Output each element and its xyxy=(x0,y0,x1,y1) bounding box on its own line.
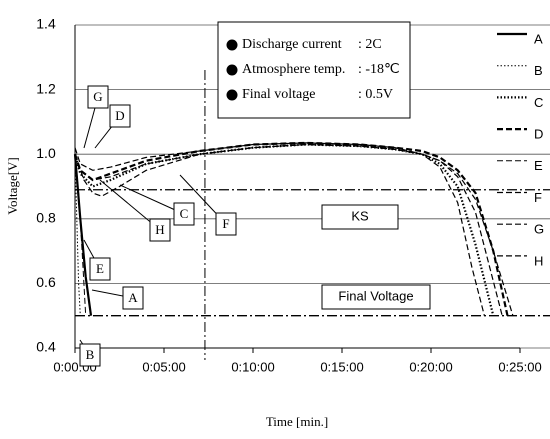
legend-label: D xyxy=(534,127,543,142)
series-line xyxy=(74,142,485,316)
callout-label: C xyxy=(180,206,189,221)
legend-label: C xyxy=(534,95,543,110)
callout-box xyxy=(149,218,171,242)
condition-value: : -18℃ xyxy=(358,62,400,77)
conditions-box xyxy=(217,21,411,119)
final-box xyxy=(321,284,431,310)
x-tick-label: 0:20:00 xyxy=(409,359,452,374)
callout-label: E xyxy=(96,261,104,276)
condition-label: Final voltage xyxy=(242,87,316,102)
callout-box xyxy=(215,212,237,236)
y-axis-label: Voltage[V] xyxy=(5,157,20,215)
series-line xyxy=(74,154,87,316)
callout-box xyxy=(87,85,109,109)
condition-value: : 2C xyxy=(358,37,382,52)
legend-label: F xyxy=(534,190,542,205)
callout-box xyxy=(79,343,101,367)
y-tick-label: 1.2 xyxy=(36,80,56,96)
y-tick-label: 0.4 xyxy=(36,339,56,355)
final-label: Final Voltage xyxy=(338,288,413,303)
callout-box xyxy=(109,104,131,128)
callout-leader xyxy=(119,184,185,215)
ks-label: KS xyxy=(351,208,369,223)
callout-label: B xyxy=(86,347,95,362)
bullet xyxy=(226,89,238,101)
callout-box xyxy=(173,202,195,226)
x-tick-label: 0:25:00 xyxy=(498,359,541,374)
callout-label: A xyxy=(128,290,138,305)
y-tick-label: 1.4 xyxy=(36,16,56,32)
callout-label: D xyxy=(115,108,124,123)
y-tick-label: 1.0 xyxy=(36,145,56,161)
bullet xyxy=(226,64,238,76)
legend-label: B xyxy=(534,63,543,78)
series-line xyxy=(74,154,81,316)
y-tick-label: 0.8 xyxy=(36,210,56,226)
callout-label: G xyxy=(93,89,102,104)
bullet xyxy=(226,39,238,51)
legend-label: A xyxy=(534,31,543,46)
x-tick-label: 0:05:00 xyxy=(142,359,185,374)
legend-label: E xyxy=(534,158,543,173)
ks-box xyxy=(321,204,399,230)
series-line xyxy=(73,143,495,316)
series-line xyxy=(74,143,514,316)
series-line xyxy=(74,143,503,316)
x-tick-label: 0:10:00 xyxy=(231,359,274,374)
condition-value: : 0.5V xyxy=(358,87,393,102)
y-tick-label: 0.6 xyxy=(36,274,56,290)
condition-label: Discharge current xyxy=(242,37,342,52)
callout-label: H xyxy=(155,222,164,237)
legend-label: G xyxy=(534,222,544,237)
callout-label: F xyxy=(222,216,229,231)
callout-box xyxy=(122,286,144,310)
x-axis-label: Time [min.] xyxy=(266,414,328,429)
condition-label: Atmosphere temp. xyxy=(242,62,345,77)
legend-label: H xyxy=(534,253,543,268)
x-tick-label: 0:15:00 xyxy=(320,359,363,374)
callout-box xyxy=(89,257,111,281)
